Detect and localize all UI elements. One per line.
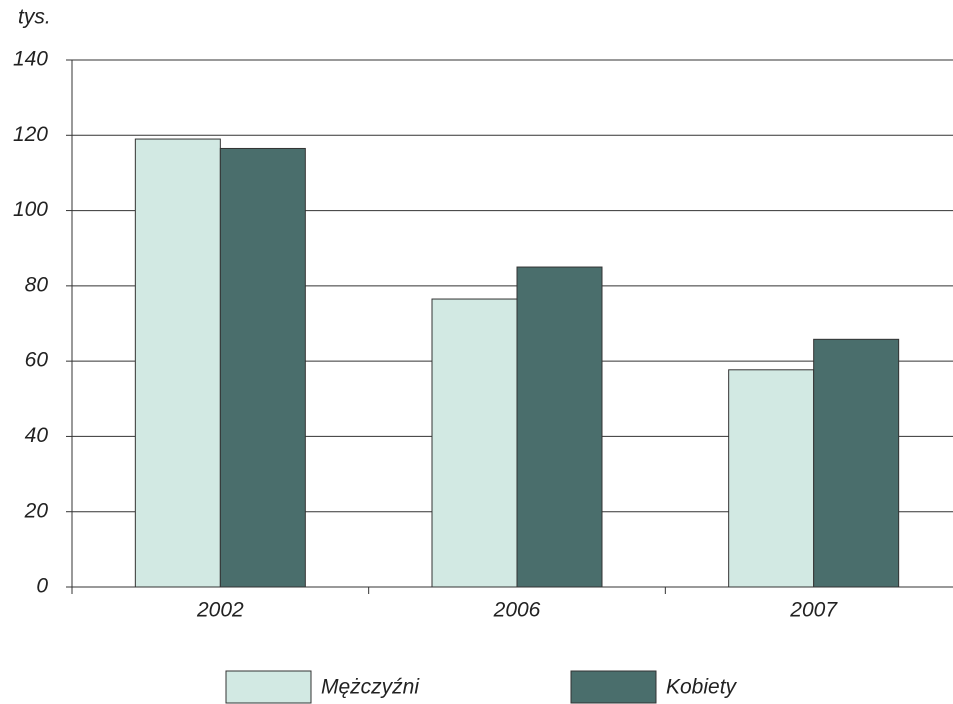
legend-swatch (570, 670, 657, 704)
bar (728, 369, 815, 588)
y-tick-label: 120 (13, 123, 48, 146)
legend-label: Kobiety (666, 676, 738, 699)
y-tick-label: 100 (13, 198, 48, 221)
y-tick-label: 0 (36, 575, 48, 598)
y-tick-label: 20 (24, 499, 49, 522)
x-tick-label: 2002 (196, 599, 244, 622)
x-tick-label: 2007 (789, 599, 838, 622)
bar (516, 266, 603, 588)
y-tick-label: 60 (25, 349, 49, 372)
y-axis-label: tys. (18, 6, 51, 29)
y-tick-label: 40 (25, 424, 49, 447)
legend-swatch (225, 670, 312, 704)
bar (813, 338, 900, 588)
x-tick-label: 2006 (493, 599, 541, 622)
bar (134, 138, 221, 588)
y-tick-label: 80 (25, 273, 49, 296)
y-tick-label: 140 (13, 48, 48, 71)
legend-label: Mężczyźni (321, 676, 420, 699)
bar (219, 147, 306, 588)
bar (431, 298, 518, 588)
